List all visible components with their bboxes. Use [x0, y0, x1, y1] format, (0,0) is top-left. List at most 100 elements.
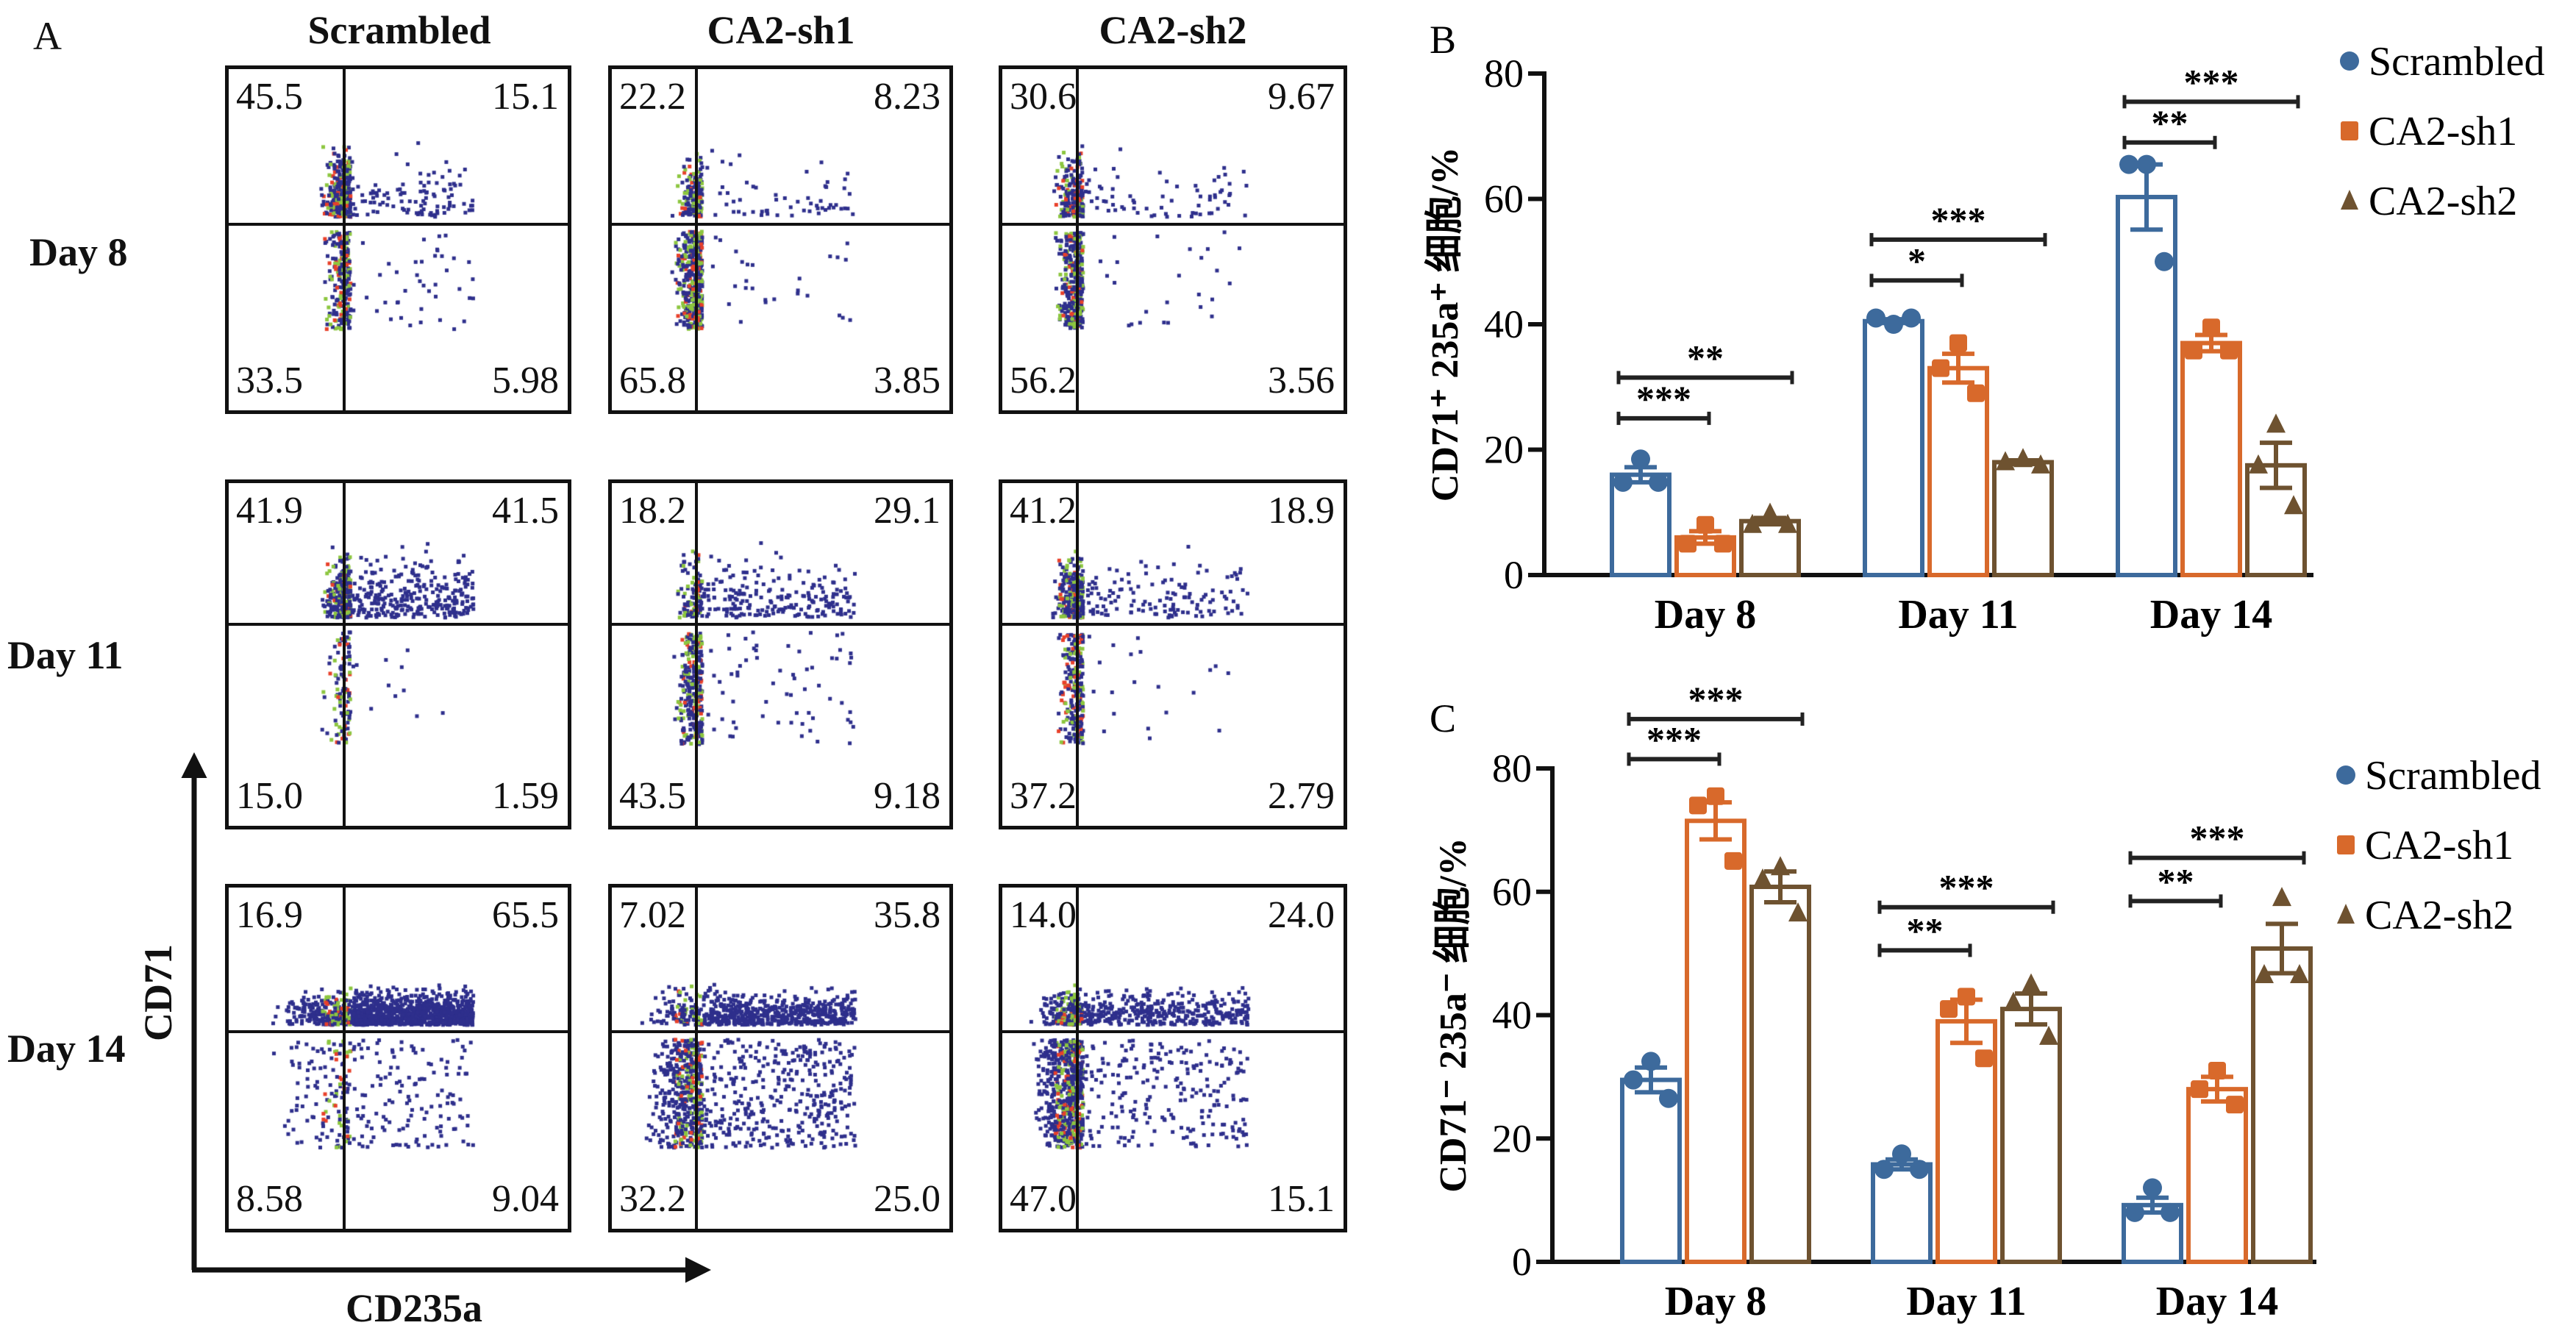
chart-c-significance-label: ** [2158, 860, 2194, 902]
chart-b-data-point [1714, 535, 1732, 553]
quadrant-percent-upper-left: 45.5 [236, 76, 303, 118]
chart-c-data-point [1753, 868, 1772, 888]
flow-dots [229, 69, 575, 418]
quadrant-gate-horizontal [612, 222, 949, 226]
chart-c-legend-label: CA2-sh1 [2365, 823, 2513, 868]
quadrant-gate-horizontal [229, 222, 568, 226]
quadrant-percent-upper-left: 22.2 [619, 76, 686, 118]
chart-b-bar [2180, 340, 2242, 577]
quadrant-gate-vertical [1075, 888, 1079, 1229]
chart-b-y-tick-label: 0 [1504, 553, 1524, 597]
chart-b-significance-label: *** [1636, 378, 1691, 419]
quadrant-percent-upper-right: 29.1 [874, 490, 941, 532]
chart-b-bar [1863, 318, 1924, 577]
chart-c-panel-label: C [1430, 696, 1456, 740]
chart-b-data-point [2119, 154, 2138, 174]
chart-b-x-tick-label: Day 11 [1898, 592, 2018, 638]
chart-c-data-point [1892, 1144, 1911, 1164]
flow-dots [612, 888, 957, 1236]
chart-c-bar [2186, 1087, 2248, 1265]
chart-b-data-point [1631, 449, 1650, 469]
chart-c-legend-label: CA2-sh2 [2365, 893, 2513, 938]
chart-c-data-point [1771, 856, 1790, 876]
cd235a-axis-label: CD235a [346, 1286, 482, 1330]
chart-c-significance-label: *** [1688, 679, 1744, 720]
chart-b-significance-label: *** [1931, 199, 1986, 240]
chart-b-legend-marker-triangle [2341, 190, 2358, 210]
chart-c-data-point [2290, 963, 2309, 983]
chart-c-y-axis-label: CD71⁻ 235a⁻ 细胞/% [1432, 838, 1474, 1192]
chart-b-legend-marker-square [2341, 121, 2358, 140]
chart-b-data-point [1866, 308, 1885, 328]
chart-b-data-point [2013, 448, 2033, 468]
quadrant-percent-lower-right: 3.56 [1268, 360, 1335, 401]
quadrant-gate-horizontal [229, 623, 568, 627]
chart-b-data-point [2266, 413, 2286, 433]
quadrant-percent-lower-right: 9.18 [874, 775, 941, 817]
quadrant-percent-lower-right: 2.79 [1268, 775, 1335, 817]
chart-b-data-point [1967, 384, 1985, 402]
chart-c-data-point [1874, 1160, 1894, 1179]
chart-b-data-point [1996, 451, 2015, 471]
chart-b-data-point [2220, 341, 2238, 360]
chart-b-data-point [1778, 513, 1797, 533]
quadrant-percent-upper-right: 15.1 [492, 76, 559, 118]
chart-b-y-tick-label: 80 [1484, 51, 1524, 96]
quadrant-gate-horizontal [1002, 623, 1344, 627]
column-header-ca2-sh2: CA2-sh2 [1099, 8, 1247, 52]
flow-plot-day-14-ca2-sh2: 14.0 24.0 47.0 15.1 [999, 884, 1351, 1236]
flow-plot-day-14-scrambled: 16.9 65.5 8.58 9.04 [225, 884, 575, 1236]
chart-c-data-point [2161, 1202, 2180, 1222]
quadrant-gate-horizontal [1002, 1030, 1344, 1034]
quadrant-gate-vertical [1075, 69, 1079, 410]
quadrant-percent-lower-left: 15.0 [236, 775, 303, 817]
flow-plot-day-11-ca2-sh1: 18.2 29.1 43.5 9.18 [608, 479, 957, 833]
chart-b-y-tick-label: 20 [1484, 428, 1524, 472]
quadrant-gate-vertical [343, 483, 346, 826]
chart-b-significance-label: ** [1687, 337, 1724, 378]
chart-b-significance-label: *** [2184, 61, 2239, 102]
chart-b-legend-marker-circle [2340, 51, 2359, 71]
quadrant-percent-lower-right: 1.59 [492, 775, 559, 817]
chart-b-data-point [1949, 334, 1967, 352]
quadrant-percent-upper-right: 9.67 [1268, 76, 1335, 118]
chart-b-panel-label: B [1430, 18, 1456, 62]
flow-dots [1002, 483, 1351, 833]
chart-c-legend-marker-circle [2336, 765, 2355, 785]
chart-b-data-point [2155, 251, 2174, 271]
chart-c-bar [1871, 1162, 1933, 1265]
chart-b-data-point [2202, 318, 2220, 337]
chart-b-data-point [2284, 495, 2303, 515]
chart-c-data-point [2039, 1025, 2058, 1045]
chart-b-significance-label: ** [2152, 102, 2188, 143]
flow-dots [612, 69, 957, 418]
chart-b-y-axis-label: CD71⁺ 235a⁺ 细胞/% [1424, 147, 1466, 502]
quadrant-percent-lower-right: 3.85 [874, 360, 941, 401]
flow-dots [229, 483, 575, 833]
row-label-day-8: Day 8 [29, 230, 128, 274]
flow-dots [1002, 888, 1351, 1236]
chart-b-data-point [1884, 315, 1903, 334]
chart-b-data-point [2185, 341, 2202, 360]
quadrant-percent-lower-left: 8.58 [236, 1178, 303, 1220]
chart-b-data-point [1932, 359, 1949, 377]
quadrant-gate-vertical [694, 69, 698, 410]
quadrant-percent-lower-left: 43.5 [619, 775, 686, 817]
chart-c-significance-label: ** [1907, 910, 1944, 951]
quadrant-percent-upper-left: 30.6 [1010, 76, 1077, 118]
chart-b-x-tick-label: Day 14 [2150, 592, 2272, 638]
chart-c-y-tick-label: 40 [1492, 993, 1532, 1038]
chart-c-y-tick-label: 80 [1492, 746, 1532, 790]
quadrant-percent-upper-left: 7.02 [619, 894, 686, 936]
chart-c-data-point [2208, 1061, 2226, 1079]
flow-plot-day-11-ca2-sh2: 41.2 18.9 37.2 2.79 [999, 479, 1351, 833]
quadrant-percent-upper-left: 14.0 [1010, 894, 1077, 936]
chart-c-data-point [1788, 902, 1808, 922]
chart-c-data-point [2125, 1202, 2144, 1222]
quadrant-percent-lower-left: 32.2 [619, 1178, 686, 1220]
quadrant-percent-upper-left: 18.2 [619, 490, 686, 532]
flow-plot-day-8-ca2-sh1: 22.2 8.23 65.8 3.85 [608, 65, 957, 418]
flow-dots [229, 888, 575, 1236]
quadrant-gate-horizontal [612, 623, 949, 627]
